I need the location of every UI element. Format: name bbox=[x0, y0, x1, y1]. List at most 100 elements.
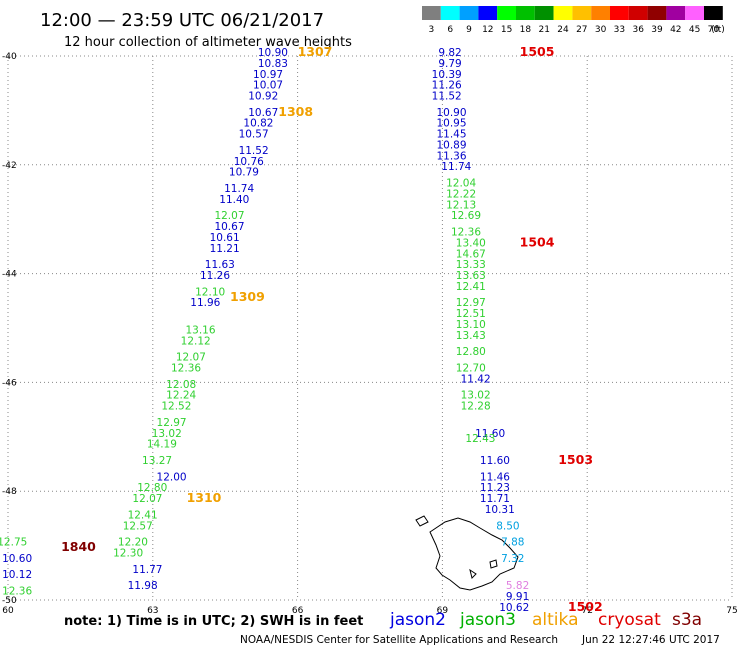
time-label: 1308 bbox=[278, 104, 313, 119]
data-point-jason3: 12.75 bbox=[0, 537, 27, 549]
colorbar-label: 3 bbox=[429, 25, 435, 35]
colorbar-label: 36 bbox=[632, 25, 644, 35]
colorbar-swatch bbox=[572, 6, 592, 20]
data-point-jason2: 11.96 bbox=[190, 297, 220, 309]
data-point-cyan-bin: 7.88 bbox=[501, 537, 524, 549]
data-point-jason2: 11.52 bbox=[432, 91, 462, 103]
colorbar-swatch bbox=[440, 6, 460, 20]
data-point-jason2: 10.83 bbox=[258, 58, 288, 70]
colorbar-unit: (ft) bbox=[711, 25, 725, 35]
data-point-jason3: 13.27 bbox=[142, 455, 172, 467]
data-point-jason2: 10.90 bbox=[436, 107, 466, 119]
colorbar-swatch bbox=[647, 6, 667, 20]
data-point-jason2: 11.77 bbox=[132, 564, 162, 576]
data-point-jason2: 11.98 bbox=[128, 580, 158, 592]
colorbar-label: 42 bbox=[670, 25, 681, 35]
data-point-jason2: 9.79 bbox=[438, 58, 461, 70]
legend-item-s3a: s3a bbox=[672, 610, 702, 630]
data-point-jason2: 11.71 bbox=[480, 493, 510, 505]
data-point-jason2: 11.63 bbox=[205, 259, 235, 271]
data-point-jason2: 10.89 bbox=[436, 139, 466, 151]
data-point-jason3: 12.80 bbox=[456, 346, 486, 358]
data-point-jason3: 12.04 bbox=[446, 178, 476, 190]
data-point-jason3: 12.07 bbox=[132, 493, 162, 505]
data-point-jason2: 9.82 bbox=[438, 47, 461, 59]
data-point-jason2: 11.21 bbox=[210, 243, 240, 255]
y-tick-label: -48 bbox=[2, 487, 17, 497]
data-point-jason2: 9.91 bbox=[506, 591, 529, 603]
data-point-jason2: 12.00 bbox=[157, 471, 187, 483]
data-point-jason2: 11.26 bbox=[432, 80, 462, 92]
data-point-jason3: 12.20 bbox=[118, 537, 148, 549]
colorbar-label: 33 bbox=[614, 25, 625, 35]
data-point-jason2: 10.97 bbox=[253, 69, 283, 81]
data-point-jason2: 11.42 bbox=[461, 373, 491, 385]
legend-item-jason2: jason2 bbox=[389, 610, 446, 630]
data-point-jason2: 10.90 bbox=[258, 47, 288, 59]
data-point-jason3: 12.36 bbox=[451, 227, 481, 239]
data-point-jason3: 12.41 bbox=[456, 281, 486, 293]
data-point-jason3: 13.40 bbox=[456, 237, 486, 249]
data-point-jason2: 10.82 bbox=[243, 118, 273, 130]
data-point-jason2: 11.45 bbox=[436, 129, 466, 141]
colorbar-label: 24 bbox=[557, 25, 569, 35]
x-tick-label: 69 bbox=[437, 606, 449, 616]
data-point-jason3: 12.52 bbox=[161, 401, 191, 413]
data-point-jason3: 14.19 bbox=[147, 439, 177, 451]
data-point-jason3: 12.41 bbox=[128, 509, 158, 521]
colorbar-label: 21 bbox=[538, 25, 549, 35]
data-point-jason2: 10.07 bbox=[253, 80, 283, 92]
data-point-jason3: 12.10 bbox=[195, 286, 225, 298]
colorbar-swatch bbox=[478, 6, 498, 20]
data-point-cyan-bin: 8.50 bbox=[496, 520, 519, 532]
data-point-jason3: 12.36 bbox=[171, 363, 201, 375]
data-point-jason3: 12.07 bbox=[214, 210, 244, 222]
colorbar-swatch bbox=[534, 6, 554, 20]
data-point-jason3: 12.51 bbox=[456, 308, 486, 320]
time-label: 1309 bbox=[230, 289, 265, 304]
data-point-jason2: 10.61 bbox=[210, 232, 240, 244]
legend-item-altika: altika bbox=[532, 610, 579, 630]
data-point-jason3: 14.67 bbox=[456, 248, 486, 260]
data-point-jason3: 12.28 bbox=[461, 401, 491, 413]
time-label: 1307 bbox=[298, 44, 333, 59]
data-point-jason3: 12.13 bbox=[446, 199, 476, 211]
colorbar-label: 45 bbox=[689, 25, 700, 35]
data-point-jason3: 12.22 bbox=[446, 188, 476, 200]
time-labels: 1307 1308 1309 1310 1505 1504 1503 1502 1840 bbox=[61, 44, 603, 614]
data-point-jason2: 10.79 bbox=[229, 167, 259, 179]
data-point-jason2: 10.39 bbox=[432, 69, 462, 81]
data-point-jason3: 13.10 bbox=[456, 319, 486, 331]
time-label: 1503 bbox=[558, 452, 593, 467]
data-point-jason2: 11.40 bbox=[219, 194, 249, 206]
data-point-jason3: 12.80 bbox=[137, 482, 167, 494]
data-point-jason2: 11.74 bbox=[224, 183, 254, 195]
data-point-jason3: 12.30 bbox=[113, 547, 143, 559]
colorbar-label: 9 bbox=[466, 25, 472, 35]
data-point-jason3: 12.12 bbox=[181, 335, 211, 347]
colorbar-label: 27 bbox=[576, 25, 587, 35]
colorbar-swatch bbox=[497, 6, 516, 20]
x-tick-label: 60 bbox=[2, 606, 14, 616]
data-point-cyan-bin: 7.32 bbox=[501, 553, 524, 565]
data-point-jason2: 10.92 bbox=[248, 91, 278, 103]
y-tick-label: -46 bbox=[2, 378, 17, 388]
legend-item-cryosat: cryosat bbox=[598, 610, 661, 630]
footer-timestamp: Jun 22 12:27:46 UTC 2017 bbox=[581, 634, 720, 646]
colorbar-swatch bbox=[685, 6, 704, 20]
y-tick-label: -40 bbox=[2, 52, 17, 62]
footer-note: note: 1) Time is in UTC; 2) SWH is in fe… bbox=[64, 614, 363, 629]
data-point-jason2: 11.52 bbox=[239, 145, 269, 157]
data-point-pink-bin: 5.82 bbox=[506, 580, 529, 592]
y-tick-label: -50 bbox=[2, 596, 17, 606]
data-point-jason2: 11.60 bbox=[475, 428, 505, 440]
data-point-jason2: 10.31 bbox=[485, 504, 515, 516]
data-point-jason3: 12.24 bbox=[166, 390, 196, 402]
data-point-jason3: 12.57 bbox=[123, 520, 153, 532]
data-point-jason2: 10.12 bbox=[2, 569, 32, 581]
data-point-jason3: 12.69 bbox=[451, 210, 481, 222]
data-point-jason3: 12.97 bbox=[157, 417, 187, 429]
data-point-jason3: 12.43 bbox=[465, 433, 495, 445]
axis-ticks: 60 63 66 69 72 75 -40 -42 -44 -46 -48 -50 bbox=[2, 52, 738, 616]
x-tick-label: 72 bbox=[581, 606, 592, 616]
